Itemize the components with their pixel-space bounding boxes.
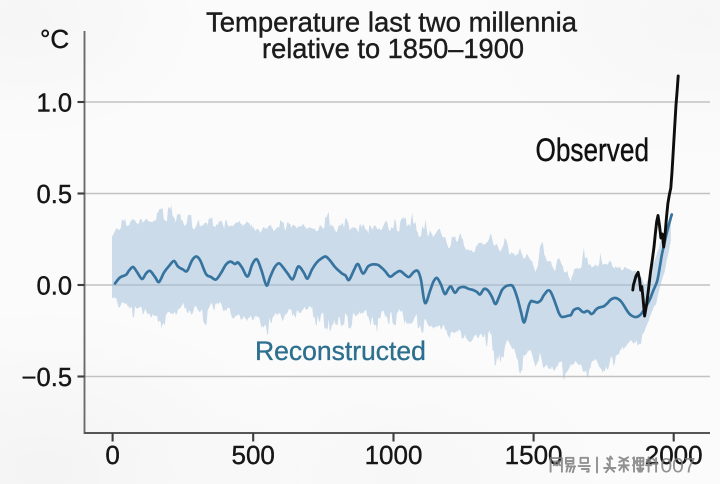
svg-text:0.5: 0.5 bbox=[37, 181, 72, 209]
svg-text:1500: 1500 bbox=[505, 440, 563, 470]
svg-text:1.0: 1.0 bbox=[37, 90, 72, 118]
svg-text:Observed: Observed bbox=[536, 132, 650, 168]
svg-text:−0.5: −0.5 bbox=[22, 364, 72, 392]
svg-text:relative to 1850–1900: relative to 1850–1900 bbox=[262, 33, 524, 64]
svg-text:°C: °C bbox=[40, 24, 69, 54]
svg-text:0.0: 0.0 bbox=[37, 273, 72, 301]
svg-text:0: 0 bbox=[105, 440, 119, 470]
svg-text:Reconstructed: Reconstructed bbox=[255, 336, 426, 366]
svg-text:1000: 1000 bbox=[365, 440, 423, 470]
svg-text:500: 500 bbox=[232, 440, 275, 470]
svg-text:2000: 2000 bbox=[645, 440, 703, 470]
svg-text:Temperature last two millennia: Temperature last two millennia bbox=[206, 7, 577, 38]
svg-text:007: 007 bbox=[661, 455, 696, 478]
